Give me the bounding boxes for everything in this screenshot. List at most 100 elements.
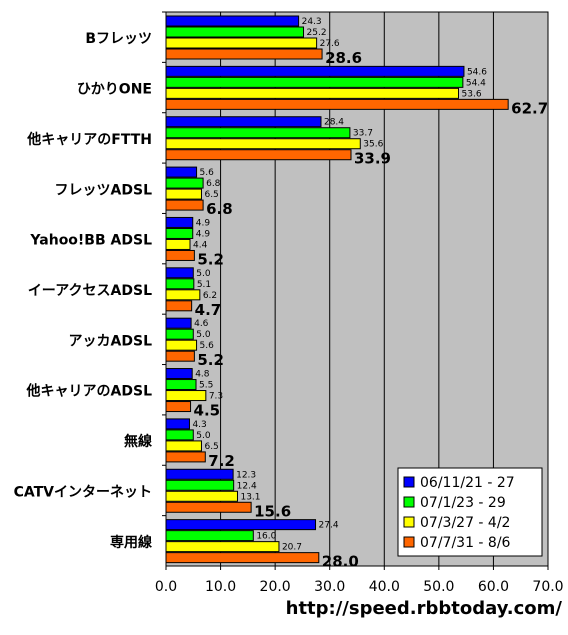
bar (165, 379, 197, 391)
legend-swatch (403, 496, 415, 508)
data-label: 5.2 (197, 351, 224, 369)
data-label: 5.6 (200, 168, 215, 178)
bar (165, 501, 252, 513)
category-label: 専用線 (110, 534, 152, 551)
data-label: 6.8 (206, 179, 221, 189)
data-label: 24.3 (302, 17, 322, 27)
x-tick-label: 70.0 (532, 579, 563, 595)
bar (165, 177, 204, 189)
data-label: 35.6 (363, 140, 383, 150)
bar (165, 199, 204, 211)
legend-box (397, 467, 543, 557)
data-label: 4.9 (196, 229, 211, 239)
data-label: 33.7 (353, 129, 373, 139)
bar (165, 278, 195, 290)
bar (165, 552, 320, 564)
data-label: 4.5 (194, 402, 221, 420)
bar (165, 26, 305, 38)
data-label: 4.3 (192, 420, 206, 430)
x-tick-label: 20.0 (260, 579, 291, 595)
bar (165, 368, 193, 380)
data-label: 33.9 (354, 150, 391, 168)
legend-label: 07/1/23 - 29 (420, 495, 506, 511)
x-tick-label: 40.0 (369, 579, 400, 595)
category-label: イーアクセスADSL (28, 283, 152, 299)
category-label: Bフレッツ (85, 31, 152, 47)
bar (165, 15, 300, 27)
data-label: 27.4 (319, 521, 339, 531)
bar (165, 216, 194, 228)
bar (165, 238, 191, 250)
data-label: 7.2 (208, 452, 235, 470)
bar (165, 149, 352, 161)
bar (165, 87, 460, 99)
bar (165, 418, 190, 430)
data-label: 20.7 (282, 543, 302, 553)
category-label: フレッツADSL (55, 182, 153, 198)
bar (165, 479, 235, 491)
data-label: 5.0 (196, 431, 211, 441)
bar (165, 401, 192, 413)
data-label: 12.3 (236, 470, 256, 480)
bar (165, 339, 198, 351)
legend-label: 07/3/27 - 4/2 (420, 515, 510, 531)
category-label: 他キャリアのADSL (26, 383, 153, 400)
data-label: 28.6 (325, 49, 362, 67)
source-url: http://speed.rbbtoday.com/ (285, 598, 562, 619)
data-label: 4.8 (195, 370, 210, 380)
bar (165, 440, 202, 452)
bar (165, 390, 207, 402)
bar (165, 289, 201, 301)
bar (165, 451, 206, 463)
bar (165, 76, 464, 88)
data-label: 4.9 (196, 218, 211, 228)
legend-swatch (403, 516, 415, 528)
bar (165, 138, 361, 150)
data-label: 7.3 (209, 392, 223, 402)
bar (165, 468, 234, 480)
data-label: 6.5 (204, 442, 218, 452)
category-label: 他キャリアのFTTH (26, 131, 152, 148)
data-label: 5.0 (196, 269, 211, 279)
bar (165, 37, 318, 49)
bar (165, 127, 351, 139)
bar (165, 519, 317, 531)
bar (165, 350, 195, 362)
data-label: 25.2 (307, 28, 327, 38)
data-label: 28.0 (322, 553, 359, 571)
x-tick-label: 50.0 (423, 579, 454, 595)
category-label: Yahoo!BB ADSL (29, 233, 152, 249)
x-tick-label: 60.0 (478, 579, 509, 595)
data-label: 5.0 (196, 330, 211, 340)
data-label: 5.6 (200, 341, 215, 351)
bar (165, 65, 465, 77)
bar (165, 249, 195, 261)
x-tick-label: 30.0 (314, 579, 345, 595)
bar (165, 328, 194, 340)
data-label: 4.6 (194, 319, 209, 329)
bar (165, 116, 322, 128)
bar (165, 188, 202, 200)
data-label: 5.5 (199, 381, 213, 391)
legend-swatch (403, 476, 415, 488)
data-label: 12.4 (237, 481, 257, 491)
data-label: 62.7 (511, 99, 548, 117)
data-label: 5.2 (197, 250, 224, 268)
data-label: 27.6 (320, 39, 340, 49)
data-label: 15.6 (254, 502, 291, 520)
x-tick-label: 0.0 (155, 579, 177, 595)
data-label: 5.1 (197, 280, 211, 290)
bar (165, 267, 194, 279)
legend-label: 07/7/31 - 8/6 (420, 535, 511, 551)
bar (165, 317, 192, 329)
data-label: 13.1 (240, 492, 260, 502)
data-label: 6.2 (203, 291, 217, 301)
data-label: 6.8 (206, 200, 233, 218)
bar (165, 166, 198, 178)
data-label: 28.4 (324, 118, 344, 128)
data-label: 4.4 (193, 240, 208, 250)
data-label: 4.7 (195, 301, 222, 319)
data-label: 6.5 (204, 190, 218, 200)
